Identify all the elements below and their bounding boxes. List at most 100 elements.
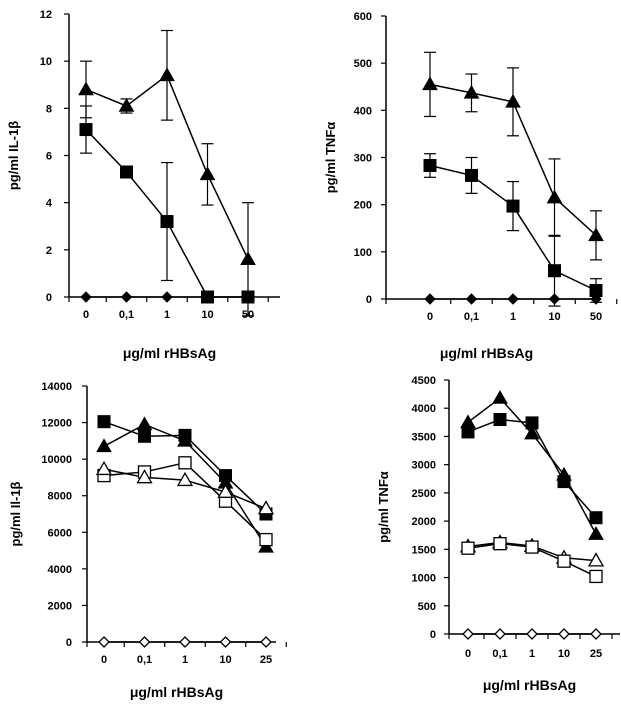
x-tick-label: 25 bbox=[260, 654, 272, 666]
data-point-square-filled bbox=[557, 475, 571, 489]
data-point-square-filled bbox=[160, 215, 174, 229]
data-point-diamond-filled bbox=[507, 293, 519, 305]
y-tick-label: 300 bbox=[354, 153, 372, 165]
data-point-square-filled bbox=[120, 165, 133, 179]
data-point-diamond-filled bbox=[201, 291, 214, 303]
data-point-square-filled bbox=[138, 429, 151, 443]
y-axis-title: pg/ml TNFα bbox=[376, 471, 391, 543]
data-point-triangle-filled bbox=[546, 189, 563, 204]
data-point-triangle-filled bbox=[492, 390, 508, 404]
y-tick-label: 2 bbox=[46, 245, 52, 257]
data-point-diamond-filled bbox=[424, 293, 436, 305]
x-tick-label: 25 bbox=[590, 648, 602, 660]
data-point-square-filled bbox=[465, 168, 478, 182]
x-tick-label: 1 bbox=[529, 648, 535, 660]
x-tick-label: 0 bbox=[83, 309, 89, 321]
x-tick-label: 0,1 bbox=[464, 311, 479, 323]
chart-3: 0 2000 4000 6000 8000 10000 12000 14000 0 0,1 1 10 2… bbox=[8, 381, 287, 700]
y-tick-label: 1000 bbox=[412, 573, 436, 585]
y-tick-label: 14000 bbox=[41, 381, 72, 393]
y-tick-label: 2500 bbox=[412, 488, 436, 500]
y-tick-label: 8 bbox=[46, 103, 52, 115]
data-point-square-open bbox=[461, 541, 475, 555]
y-tick-label: 1500 bbox=[412, 544, 436, 556]
data-point-square-open bbox=[259, 532, 273, 547]
x-tick-label: 10 bbox=[548, 311, 560, 323]
y-tick-label: 200 bbox=[354, 200, 372, 212]
x-tick-label: 0 bbox=[465, 648, 471, 660]
data-point-square-filled bbox=[97, 415, 111, 429]
data-point-diamond-open bbox=[494, 628, 506, 640]
data-point-diamond-open bbox=[98, 636, 110, 648]
data-point-diamond-filled bbox=[590, 293, 602, 305]
x-tick-label: 1 bbox=[164, 309, 170, 321]
data-point-triangle-open bbox=[587, 552, 605, 567]
chart-2: 0 100 200 300 400 500 600 0 0,1 1 10 50 μg/ml rHBsAg… bbox=[323, 11, 618, 361]
y-tick-label: 500 bbox=[418, 601, 436, 613]
data-point-diamond-open bbox=[179, 636, 191, 648]
x-tick-label: 10 bbox=[219, 654, 231, 666]
data-point-square-open bbox=[493, 537, 507, 551]
y-tick-label: 6 bbox=[46, 151, 52, 163]
chart-4: 0 500 1000 1500 2000 2500 3000 3500 4000 4500 0 0,1… bbox=[376, 375, 620, 693]
data-point-triangle-filled bbox=[463, 84, 480, 99]
data-point-diamond-filled bbox=[161, 291, 173, 303]
data-point-square-filled bbox=[548, 264, 561, 278]
data-point-triangle-filled bbox=[240, 251, 256, 266]
data-point-square-filled bbox=[525, 416, 539, 430]
data-point-triangle-filled bbox=[588, 526, 604, 540]
data-point-square-open bbox=[589, 569, 603, 584]
data-point-diamond-filled bbox=[465, 293, 478, 305]
data-point-triangle-filled bbox=[199, 166, 216, 181]
y-tick-label: 10000 bbox=[41, 454, 72, 466]
y-tick-label: 2000 bbox=[48, 600, 72, 612]
data-point-triangle-filled bbox=[588, 227, 604, 242]
data-point-diamond-filled bbox=[548, 293, 561, 305]
data-point-triangle-open bbox=[217, 483, 234, 498]
y-tick-label: 8000 bbox=[48, 491, 72, 503]
y-tick-label: 12000 bbox=[41, 418, 72, 430]
y-axis-title: pg/ml Il-1β bbox=[8, 481, 23, 546]
y-tick-label: 0 bbox=[366, 294, 372, 306]
y-tick-label: 3500 bbox=[412, 431, 436, 443]
x-tick-label: 0,1 bbox=[492, 648, 507, 660]
data-point-triangle-filled bbox=[422, 76, 438, 91]
y-tick-label: 500 bbox=[354, 58, 372, 70]
data-point-square-open bbox=[557, 554, 571, 568]
data-point-diamond-open bbox=[462, 628, 474, 640]
data-point-diamond-filled bbox=[120, 291, 133, 303]
data-point-triangle-open bbox=[257, 500, 275, 515]
y-tick-label: 12 bbox=[40, 9, 52, 21]
y-tick-label: 0 bbox=[430, 629, 436, 641]
y-tick-label: 600 bbox=[354, 11, 372, 23]
data-point-triangle-filled bbox=[159, 67, 175, 82]
y-tick-label: 0 bbox=[46, 292, 52, 304]
data-point-square-open bbox=[178, 456, 192, 470]
y-tick-label: 100 bbox=[354, 247, 372, 259]
x-tick-label: 0 bbox=[427, 311, 433, 323]
data-point-square-filled bbox=[493, 413, 507, 427]
data-point-diamond-filled bbox=[242, 291, 254, 303]
data-point-triangle-filled bbox=[505, 93, 521, 108]
data-point-diamond-open bbox=[558, 628, 570, 640]
data-point-triangle-open bbox=[95, 460, 113, 476]
data-point-square-filled bbox=[589, 511, 603, 525]
y-tick-label: 2000 bbox=[412, 516, 436, 528]
data-point-diamond-open bbox=[219, 636, 232, 648]
data-point-square-filled bbox=[506, 199, 520, 213]
data-point-square-filled bbox=[423, 159, 437, 173]
x-tick-label: 1 bbox=[182, 654, 188, 666]
data-point-triangle-filled bbox=[78, 81, 94, 96]
data-point-diamond-open bbox=[590, 628, 602, 640]
x-tick-label: 0,1 bbox=[119, 309, 134, 321]
x-tick-label: 1 bbox=[510, 311, 516, 323]
y-tick-label: 4000 bbox=[412, 403, 436, 415]
data-point-square-filled bbox=[461, 425, 475, 439]
y-tick-label: 10 bbox=[40, 56, 52, 68]
data-point-triangle-open bbox=[136, 469, 153, 484]
x-axis-title: μg/ml rHBsAg bbox=[483, 677, 576, 693]
data-point-triangle-open bbox=[176, 471, 194, 487]
x-axis-title: μg/ml rHBsAg bbox=[440, 345, 533, 361]
